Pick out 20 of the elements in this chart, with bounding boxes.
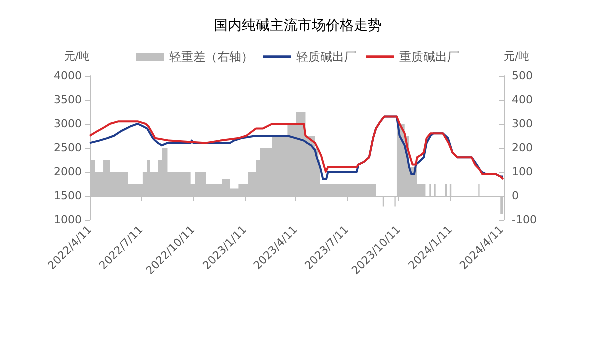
y2-tick-label: 100 <box>512 166 533 178</box>
legend-label: 轻质碱出厂 <box>296 50 356 64</box>
y2-tick-label: 500 <box>512 70 533 82</box>
y2-axis-title: 元/吨 <box>504 50 530 63</box>
y-tick-label: 4000 <box>54 70 82 82</box>
y-tick-label: 1000 <box>54 214 82 226</box>
legend-label: 重质碱出厂 <box>400 50 460 64</box>
y2-tick-label: 300 <box>512 118 533 130</box>
y2-tick-label: 0 <box>512 190 519 202</box>
legend-label: 轻重差（右轴） <box>170 50 254 64</box>
y-tick-label: 2500 <box>54 142 82 154</box>
y-tick-label: 3000 <box>54 118 82 130</box>
y-tick-label: 3500 <box>54 94 82 106</box>
y2-tick-label: 400 <box>512 94 533 106</box>
y-tick-label: 1500 <box>54 190 82 202</box>
y2-tick-label: -100 <box>512 214 537 226</box>
y2-tick-label: 200 <box>512 142 533 154</box>
y-tick-label: 2000 <box>54 166 82 178</box>
y-axis-title: 元/吨 <box>64 50 90 63</box>
chart-title: 国内纯碱主流市场价格走势 <box>214 18 382 34</box>
